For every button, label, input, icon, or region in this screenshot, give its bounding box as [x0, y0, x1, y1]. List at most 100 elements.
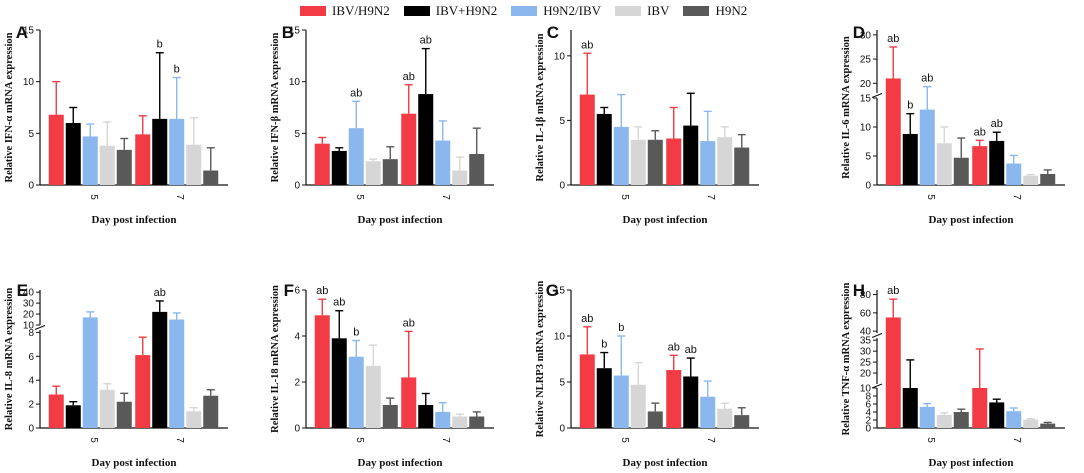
bar-7-3 — [435, 411, 451, 428]
panel-letter: D — [853, 23, 865, 42]
bar-7-4 — [717, 408, 733, 428]
bar-7-2 — [683, 125, 699, 185]
significance-label: ab — [668, 341, 680, 353]
x-tick-label: 7 — [1011, 194, 1022, 200]
bar-5-1 — [314, 143, 330, 185]
bar-5-4 — [365, 365, 381, 428]
bar-7-4 — [452, 416, 468, 428]
legend-swatch-h9n2-ibv — [511, 6, 538, 16]
bar-5-2 — [596, 368, 612, 428]
y-tick-label: 35 — [860, 336, 872, 347]
legend-item-h9n2: H9N2 — [683, 3, 747, 19]
panel-letter: F — [284, 281, 294, 300]
x-tick-label: 7 — [174, 437, 185, 443]
significance-label: b — [174, 64, 180, 76]
bar-5-3 — [919, 109, 935, 185]
axis-break-mark — [871, 383, 883, 389]
bar-7-3 — [1006, 163, 1022, 185]
y-tick-label: 0 — [865, 181, 871, 192]
bar-7-5 — [203, 170, 219, 185]
y-tick-label: 6 — [294, 286, 300, 297]
panel-letter: B — [282, 23, 294, 42]
legend-item-ibv-h9n2: IBV/H9N2 — [300, 3, 390, 19]
y-tick-label: 0 — [28, 181, 34, 192]
bar-7-3 — [700, 396, 716, 428]
legend-item-h9n2-ibv: H9N2/IBV — [511, 3, 601, 19]
bar-7-1 — [401, 377, 417, 428]
bar-7-2 — [418, 405, 434, 428]
bar-7-4 — [186, 411, 202, 428]
y-tick-label: 40 — [860, 327, 872, 338]
bar-5-3 — [82, 136, 98, 185]
y-tick-label: 10 — [860, 384, 872, 395]
y-axis-label: Relative IL-1β mRNA expression — [535, 33, 546, 181]
x-tick-label: 7 — [705, 437, 716, 443]
bar-5-2 — [596, 113, 612, 185]
panel-letter: H — [853, 281, 865, 300]
significance-label: b — [353, 327, 359, 339]
legend-swatch-ibv-h9n2 — [300, 6, 326, 16]
y-tick-label: 40 — [23, 288, 35, 299]
x-tick-label: 7 — [440, 437, 451, 443]
y-tick-label: 10 — [289, 77, 301, 88]
y-tick-label: 5 — [28, 129, 34, 140]
y-tick-label: 5 — [559, 116, 565, 127]
y-tick-label: 4 — [294, 332, 300, 343]
significance-label: b — [601, 339, 607, 351]
bar-7-1 — [972, 146, 988, 185]
significance-label: ab — [887, 285, 899, 297]
panel-letter: E — [17, 281, 28, 300]
bar-5-3 — [613, 375, 629, 428]
y-tick-label: 20 — [23, 310, 35, 321]
bar-7-4 — [186, 144, 202, 185]
y-tick-label: 80 — [860, 290, 872, 301]
bar-5-5 — [647, 411, 663, 428]
x-tick-label: 7 — [440, 194, 451, 200]
x-tick-label: 5 — [88, 437, 99, 443]
y-tick-label: 15 — [23, 26, 35, 37]
bar-7-3 — [169, 118, 185, 185]
x-tick-label: 7 — [1011, 437, 1022, 443]
x-tick-label: 7 — [705, 194, 716, 200]
chart-panel-f: F 0 2 4 6 Relative IL-18 mRNA expression Day p… — [270, 281, 494, 469]
y-tick-label: 10 — [23, 77, 35, 88]
significance-label: ab — [921, 73, 933, 85]
bar-5-1 — [314, 315, 330, 428]
bar-5-5 — [647, 139, 663, 185]
significance-label: ab — [581, 313, 593, 325]
y-axis-label: Relative IL-8 mRNA expression — [4, 288, 15, 431]
bar-5-2 — [331, 338, 347, 428]
legend-swatch-ibv — [615, 6, 642, 16]
x-axis-label: Day post infection — [929, 214, 1014, 226]
x-tick-label: 5 — [619, 437, 630, 443]
legend-item-ibv: IBV — [615, 3, 669, 19]
bar-5-1 — [579, 94, 595, 185]
significance-label: ab — [581, 39, 593, 51]
bar-7-5 — [1040, 423, 1056, 428]
bar-5-5 — [382, 405, 398, 428]
significance-label: ab — [974, 126, 986, 138]
y-tick-label: 8 — [28, 328, 34, 339]
y-tick-label: 5 — [559, 378, 565, 389]
legend-item-ibv-plus-h9n2: IBV+H9N2 — [403, 3, 497, 19]
significance-label: ab — [316, 285, 328, 297]
significance-label: ab — [420, 35, 432, 47]
legend-swatch-h9n2 — [683, 6, 710, 16]
y-tick-label: 25 — [860, 55, 872, 66]
bar-7-5 — [734, 147, 750, 185]
bar-5-3 — [348, 128, 364, 185]
bar-7-5 — [734, 415, 750, 428]
y-axis-label: Relative IL-18 mRNA expression — [270, 285, 281, 433]
bar-5-2 — [902, 388, 918, 428]
bar-5-3 — [613, 126, 629, 185]
x-tick-label: 5 — [925, 194, 936, 200]
y-tick-label: 30 — [23, 299, 35, 310]
bar-7-1 — [135, 355, 151, 428]
bar-5-1 — [48, 114, 64, 185]
y-tick-label: 0 — [28, 424, 34, 435]
significance-label: ab — [154, 287, 166, 299]
legend-label: IBV/H9N2 — [332, 3, 390, 18]
chart-panel-b: B 0 5 10 15 Relative IFN-β mRNA expression Day… — [270, 23, 494, 226]
y-tick-label: 0 — [559, 424, 565, 435]
